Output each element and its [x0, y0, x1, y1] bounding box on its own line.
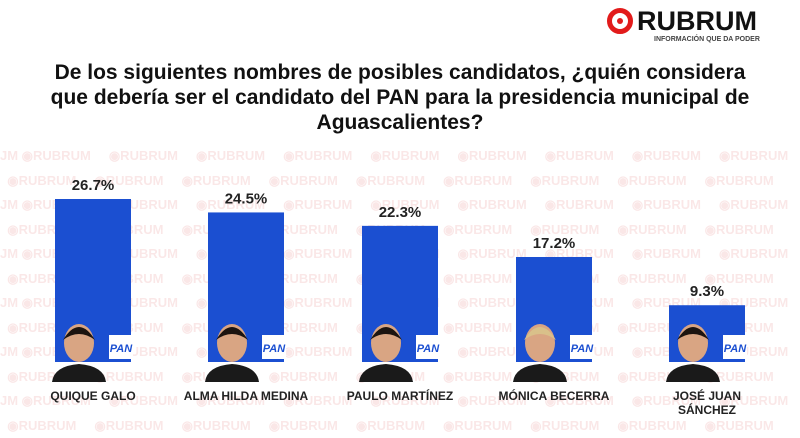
candidate-photo: [359, 324, 413, 382]
pan-logo-icon: PAN: [570, 335, 594, 359]
data-label: 24.5%: [225, 190, 268, 207]
data-label: 9.3%: [690, 283, 724, 300]
pan-logo-icon: PAN: [416, 335, 440, 359]
svg-text:PAN: PAN: [724, 343, 747, 355]
category-label: JOSÉ JUAN: [673, 388, 741, 403]
logo-name: RUBRUM: [637, 6, 757, 36]
candidate-photo: [52, 324, 106, 382]
candidate-photo: [666, 324, 720, 382]
svg-text:PAN: PAN: [571, 343, 594, 355]
svg-text:PAN: PAN: [263, 343, 286, 355]
logo-target-icon: [607, 8, 633, 34]
candidate-photo: [513, 324, 567, 382]
category-label: QUIQUE GALO: [50, 389, 135, 403]
data-label: 26.7%: [72, 177, 115, 194]
category-label: SÁNCHEZ: [678, 402, 736, 417]
pan-logo-icon: PAN: [109, 335, 133, 359]
pan-logo-icon: PAN: [723, 335, 747, 359]
category-label: MÓNICA BECERRA: [499, 388, 610, 403]
svg-text:PAN: PAN: [417, 343, 440, 355]
logo-tagline: INFORMACIÓN QUE DA PODER: [654, 36, 760, 43]
data-label: 17.2%: [533, 235, 576, 252]
pan-logo-icon: PAN: [262, 335, 286, 359]
candidate-photo: [205, 324, 259, 382]
svg-text:PAN: PAN: [110, 343, 133, 355]
chart-title: De los siguientes nombres de posibles ca…: [50, 61, 750, 134]
category-label: ALMA HILDA MEDINA: [184, 389, 309, 403]
data-label: 22.3%: [379, 204, 422, 221]
category-label: PAULO MARTÍNEZ: [347, 388, 453, 403]
rubrum-logo: RUBRUM INFORMACIÓN QUE DA PODER: [607, 6, 782, 46]
